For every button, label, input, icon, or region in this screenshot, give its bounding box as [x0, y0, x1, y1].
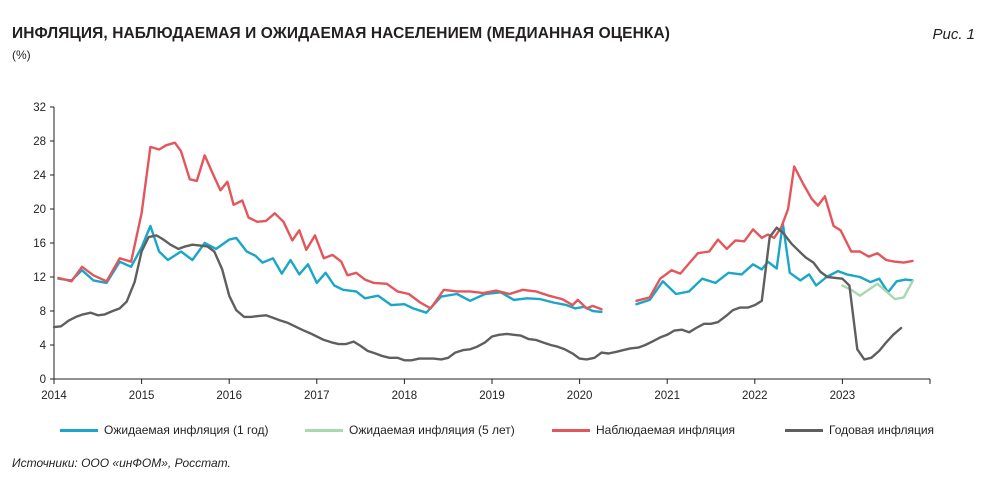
legend-item: Ожидаемая инфляция (5 лет)	[305, 422, 515, 438]
x-tick-label: 2016	[216, 390, 242, 402]
legend-swatch	[552, 428, 590, 432]
x-tick-label: 2022	[742, 390, 768, 402]
legend-swatch	[305, 428, 343, 432]
legend-swatch	[60, 428, 98, 432]
series-line-1-segment-1	[57, 224, 603, 314]
chart-title: ИНФЛЯЦИЯ, НАБЛЮДАЕМАЯ И ОЖИДАЕМАЯ НАСЕЛЕ…	[12, 25, 671, 42]
series-line-1-segment-2	[635, 222, 914, 306]
series-line-2	[841, 280, 914, 301]
source-note: Источники: ООО «инФОМ», Росстат.	[12, 456, 231, 470]
y-tick-label: 4	[40, 340, 47, 352]
x-tick-label: 2019	[479, 390, 505, 402]
x-tick-label: 2020	[567, 390, 593, 402]
legend-item: Ожидаемая инфляция (1 год)	[60, 422, 269, 438]
legend-item: Годовая инфляция	[785, 422, 934, 438]
legend-label: Годовая инфляция	[829, 423, 935, 437]
x-tick-label: 2018	[392, 390, 418, 402]
y-tick-label: 12	[33, 272, 46, 284]
y-tick-label: 20	[33, 204, 46, 216]
x-tick-label: 2014	[41, 390, 67, 402]
x-tick-label: 2021	[654, 390, 680, 402]
series-line-3-segment-1	[57, 141, 603, 311]
legend-item: Наблюдаемая инфляция	[552, 422, 735, 438]
y-tick-label: 32	[33, 102, 46, 114]
series-line-3-segment-2	[635, 165, 914, 302]
y-tick-label: 8	[40, 306, 46, 318]
x-tick-label: 2015	[129, 390, 155, 402]
y-tick-label: 0	[40, 374, 46, 386]
x-tick-label: 2023	[830, 390, 856, 402]
x-tick-label: 2017	[304, 390, 330, 402]
legend-label: Наблюдаемая инфляция	[596, 423, 736, 437]
legend-label: Ожидаемая инфляция (5 лет)	[349, 423, 515, 437]
chart-axes: 0 4 8 12 16 20 24 28 32 2014 2015 2016 2017 2018 2019 2…	[33, 102, 931, 402]
legend-label: Ожидаемая инфляция (1 год)	[104, 423, 269, 437]
series-line-4	[52, 226, 903, 362]
y-tick-label: 28	[33, 136, 46, 148]
y-tick-label: 24	[33, 170, 46, 182]
legend-swatch	[785, 428, 823, 432]
chart-series	[52, 141, 914, 362]
figure-label: Рис. 1	[932, 26, 975, 43]
chart-unit-label: (%)	[12, 48, 31, 62]
y-tick-label: 16	[33, 238, 46, 250]
